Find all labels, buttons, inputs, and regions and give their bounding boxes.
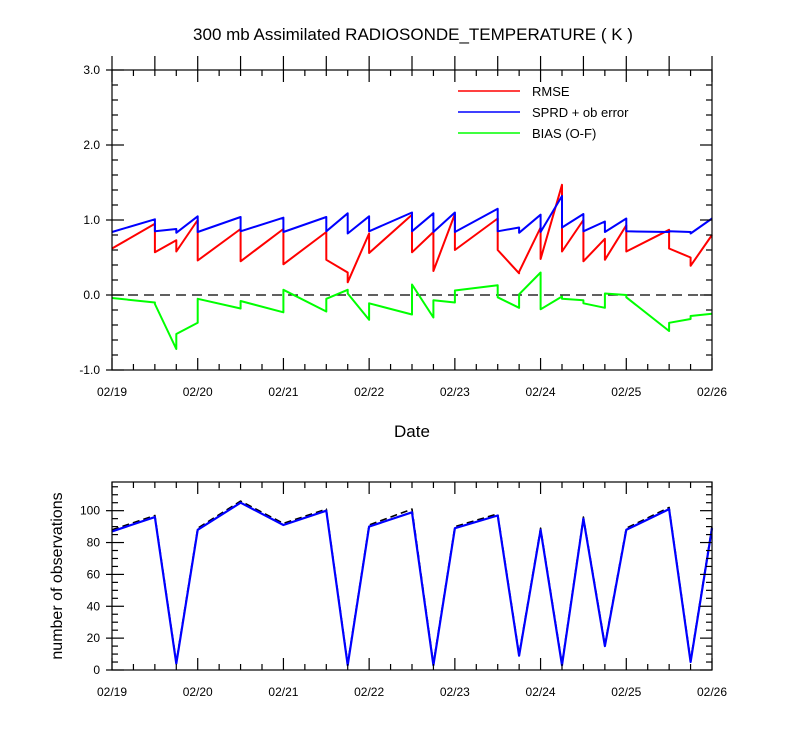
observations-series-line-2: [111, 501, 714, 667]
temperature-series-group: [111, 183, 713, 350]
x-tick-label: 02/24: [526, 385, 556, 399]
observations-axes: 02/19 02/20 02/21 02/22 02/23 02/24 02/25 02/26…: [80, 481, 727, 699]
temperature-chart: 300 mb Assimilated RADIOSONDE_TEMPERATUR…: [79, 25, 727, 441]
x-tick-label: 02/22: [354, 385, 384, 399]
x-tick-label: 02/26: [697, 385, 727, 399]
observations-series-line-1: [111, 500, 713, 665]
x-tick-label: 02/21: [268, 385, 298, 399]
temperature-series-line-1: [111, 183, 713, 284]
x-tick-label: 02/23: [440, 385, 470, 399]
observations-y-tick-label: 60: [87, 567, 101, 581]
temperature-y-tick-label: 2.0: [83, 138, 100, 152]
x-axis-label: Date: [394, 422, 430, 441]
legend: RMSE SPRD + ob error BIAS (O-F): [458, 84, 629, 141]
observations-y-tick-label: 20: [87, 631, 101, 645]
legend-label-rmse: RMSE: [532, 84, 570, 99]
x-tick-label-bottom: 02/19: [97, 685, 127, 699]
observations-chart: 02/19 02/20 02/21 02/22 02/23 02/24 02/25 02/26…: [49, 481, 727, 699]
x-tick-label-bottom: 02/22: [354, 685, 384, 699]
temperature-y-tick-label: 3.0: [83, 63, 100, 77]
temperature-y-tick-label: 0.0: [83, 288, 100, 302]
observations-y-tick-label: 0: [93, 663, 100, 677]
observations-series-group: [111, 500, 714, 667]
temperature-y-tick-label: -1.0: [79, 363, 100, 377]
temperature-axes: 02/19 02/20 02/21 02/22 02/23 02/24 02/25 02/26…: [79, 56, 727, 399]
x-tick-label: 02/25: [611, 385, 641, 399]
observations-y-tick-label: 40: [87, 599, 101, 613]
legend-label-bias: BIAS (O-F): [532, 126, 596, 141]
observations-y-tick-label: 80: [87, 536, 101, 550]
x-tick-label-bottom: 02/24: [526, 685, 556, 699]
chart-title: 300 mb Assimilated RADIOSONDE_TEMPERATUR…: [193, 25, 633, 44]
temperature-series-line-2: [111, 195, 713, 235]
x-tick-label-bottom: 02/21: [268, 685, 298, 699]
x-tick-label: 02/20: [183, 385, 213, 399]
temperature-series-line-3: [111, 271, 713, 350]
x-tick-label-bottom: 02/26: [697, 685, 727, 699]
temperature-y-tick-label: 1.0: [83, 213, 100, 227]
x-tick-label-bottom: 02/20: [183, 685, 213, 699]
x-tick-label-bottom: 02/23: [440, 685, 470, 699]
y-axis-label: number of observations: [49, 492, 66, 659]
legend-label-sprd: SPRD + ob error: [532, 105, 629, 120]
x-tick-label-bottom: 02/25: [611, 685, 641, 699]
observations-y-tick-label: 100: [80, 504, 100, 518]
x-tick-label: 02/19: [97, 385, 127, 399]
